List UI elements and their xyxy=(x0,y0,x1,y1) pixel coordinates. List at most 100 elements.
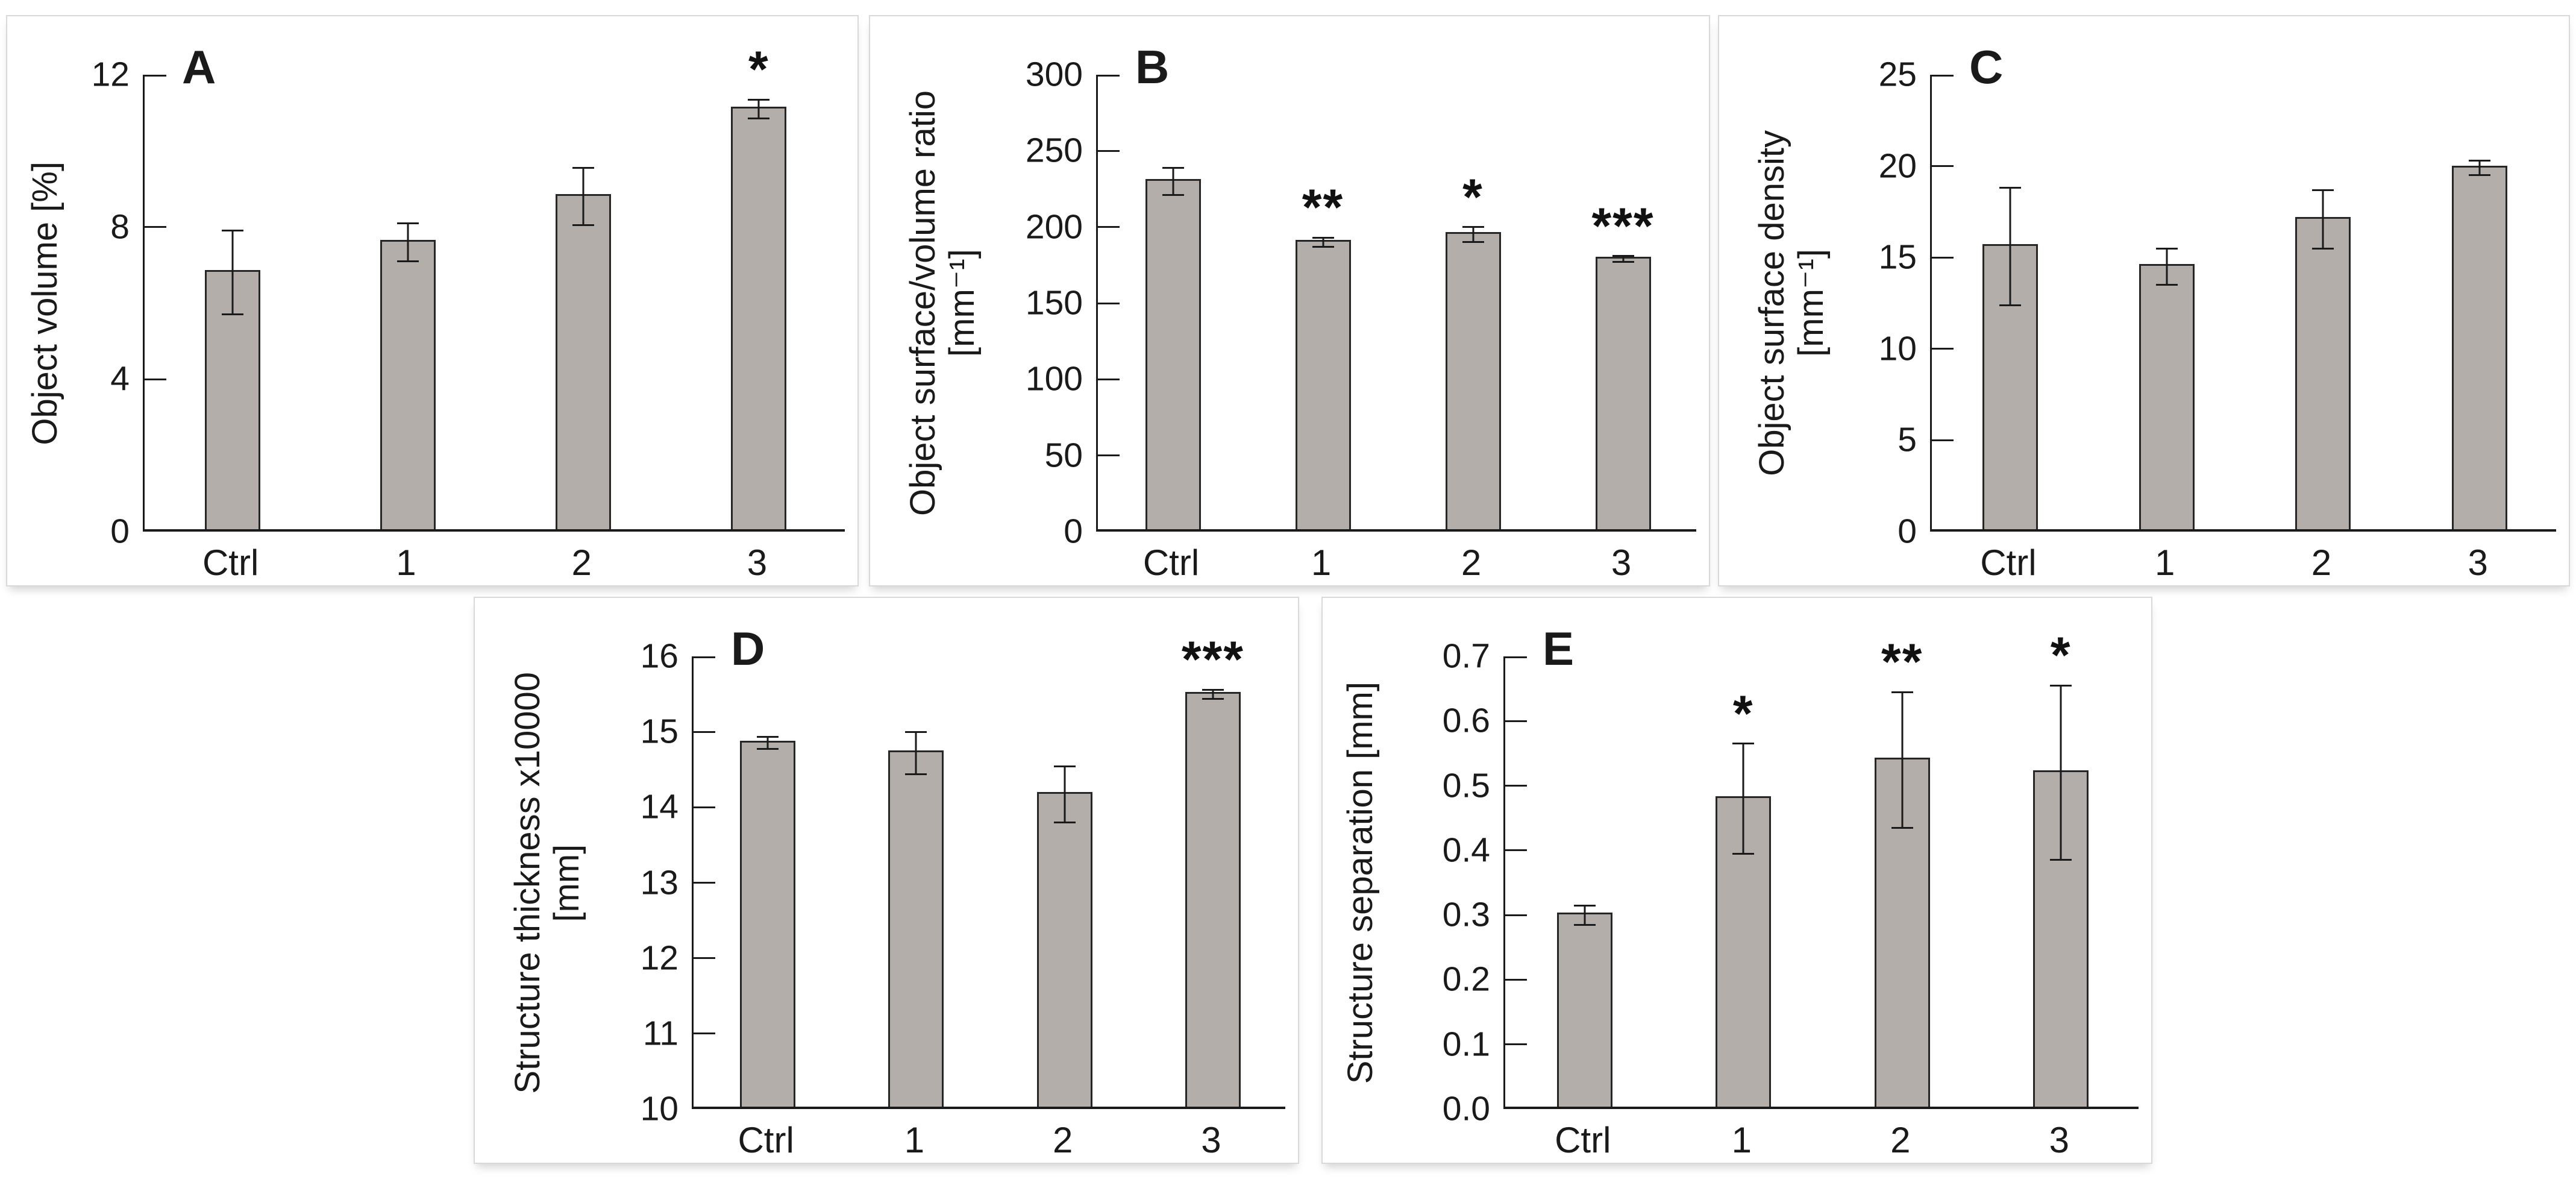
panel-letter: A xyxy=(182,40,216,93)
error-cap-bottom xyxy=(905,773,927,775)
y-tick-mark xyxy=(1505,914,1527,916)
y-tick-mark xyxy=(1505,720,1527,722)
error-cap-bottom xyxy=(1462,241,1484,244)
y-tick-mark xyxy=(1932,256,1954,259)
error-bar xyxy=(2322,190,2324,249)
plot-area: B ** * *** xyxy=(1096,43,1696,532)
error-bar xyxy=(766,737,769,749)
error-cap-top xyxy=(1732,743,1755,745)
error-cap-bottom xyxy=(1732,852,1755,855)
error-cap-bottom xyxy=(1202,697,1224,700)
plot-area: C xyxy=(1930,43,2556,532)
error-bar xyxy=(582,168,584,225)
x-category-label: Ctrl xyxy=(1142,542,1200,583)
error-bar xyxy=(2009,187,2011,306)
y-tick-label: 16 xyxy=(640,637,678,676)
y-tick-label: 0.1 xyxy=(1442,1025,1490,1064)
y-tick-label: 10 xyxy=(640,1089,678,1128)
y-tick-mark xyxy=(1505,785,1527,787)
error-cap-top xyxy=(1573,904,1596,907)
y-tick-mark xyxy=(1505,849,1527,852)
y-tick-mark xyxy=(694,882,715,884)
y-tick-label: 0 xyxy=(1898,512,1917,551)
error-bar xyxy=(1742,743,1744,854)
bar-2 xyxy=(2295,216,2351,529)
y-tick-mark xyxy=(694,957,715,960)
error-cap-bottom xyxy=(748,118,770,120)
x-category-labels: Ctrl 1 2 3 xyxy=(692,1122,1285,1165)
x-category-label: 2 xyxy=(1461,542,1482,583)
bar-3 xyxy=(1185,691,1241,1107)
y-tick-label: 15 xyxy=(640,712,678,751)
y-tick-mark xyxy=(145,378,166,380)
plot-area: D *** xyxy=(692,625,1285,1109)
bar-1 xyxy=(888,750,944,1107)
y-tick-label: 10 xyxy=(1878,329,1917,368)
y-tick-label: 0.7 xyxy=(1442,637,1490,676)
y-tick-mark xyxy=(1098,378,1120,380)
x-category-labels: Ctrl 1 2 3 xyxy=(1096,545,1696,588)
y-tick-label: 300 xyxy=(1025,55,1083,94)
error-cap-top xyxy=(2155,247,2178,250)
y-tick-label: 12 xyxy=(640,938,678,978)
panel-letter: B xyxy=(1135,40,1170,93)
bar-1 xyxy=(2139,264,2195,529)
panel-letter: C xyxy=(1969,40,2004,93)
error-cap-top xyxy=(905,731,927,733)
y-tick-label: 200 xyxy=(1025,207,1083,247)
x-category-label: 1 xyxy=(1311,542,1332,583)
y-tick-mark xyxy=(145,75,166,77)
panel-letter: E xyxy=(1543,622,1575,675)
error-bar xyxy=(2060,685,2062,860)
y-tick-mark xyxy=(1932,348,1954,350)
y-tick-labels: 0.0 0.1 0.2 0.3 0.4 0.5 0.6 0.7 xyxy=(1323,639,1490,1126)
y-tick-label: 11 xyxy=(642,1014,678,1053)
x-category-label: 1 xyxy=(2154,542,2175,583)
x-category-labels: Ctrl 1 2 3 xyxy=(1503,1122,2139,1165)
significance-marker: * xyxy=(1462,168,1484,225)
x-category-label: 1 xyxy=(1731,1120,1752,1160)
error-cap-bottom xyxy=(1999,304,2021,306)
error-cap-top xyxy=(1891,691,1913,693)
error-cap-bottom xyxy=(2050,859,2072,861)
y-tick-mark xyxy=(694,731,715,733)
error-cap-bottom xyxy=(1312,246,1334,248)
x-category-label: 3 xyxy=(747,542,768,583)
y-tick-label: 0.0 xyxy=(1442,1089,1490,1128)
y-tick-mark xyxy=(1505,656,1527,658)
bar-1 xyxy=(380,239,436,529)
y-tick-mark xyxy=(1098,226,1120,228)
chart-panel-b: Object surface/volume ratio [mm⁻¹] 0 50 100… xyxy=(869,15,1710,586)
y-tick-mark xyxy=(694,656,715,658)
x-category-label: Ctrl xyxy=(202,542,259,583)
x-category-label: 3 xyxy=(2468,542,2488,583)
x-category-label: 3 xyxy=(2049,1120,2069,1160)
y-tick-label: 0.6 xyxy=(1442,701,1490,740)
y-tick-label: 8 xyxy=(110,207,130,247)
x-category-label: 2 xyxy=(2311,542,2332,583)
y-tick-label: 0.5 xyxy=(1442,766,1490,805)
chart-panel-a: Object volume [%] 0 4 8 12 A * Ctrl 1 2 3 xyxy=(6,15,859,586)
x-category-label: 1 xyxy=(396,542,416,583)
error-cap-bottom xyxy=(1162,194,1184,196)
error-cap-top xyxy=(1612,255,1634,257)
error-bar xyxy=(1212,690,1214,699)
error-cap-top xyxy=(2312,189,2334,191)
significance-marker: * xyxy=(748,40,769,98)
y-tick-label: 0.2 xyxy=(1442,960,1490,999)
error-bar xyxy=(1584,905,1586,925)
y-tick-mark xyxy=(1932,165,1954,168)
error-cap-bottom xyxy=(1612,261,1634,263)
error-bar xyxy=(915,732,917,775)
error-bar xyxy=(1472,227,1474,242)
x-category-label: 3 xyxy=(1201,1120,1221,1160)
error-bar xyxy=(1622,256,1624,262)
error-cap-top xyxy=(1462,226,1484,228)
error-cap-bottom xyxy=(757,748,779,750)
error-bar xyxy=(2166,248,2168,285)
plot-area: E * ** * xyxy=(1503,625,2139,1109)
x-category-labels: Ctrl 1 2 3 xyxy=(143,545,845,588)
significance-marker: ** xyxy=(1302,178,1344,236)
y-tick-labels: 10 11 12 13 14 15 16 xyxy=(475,639,678,1126)
